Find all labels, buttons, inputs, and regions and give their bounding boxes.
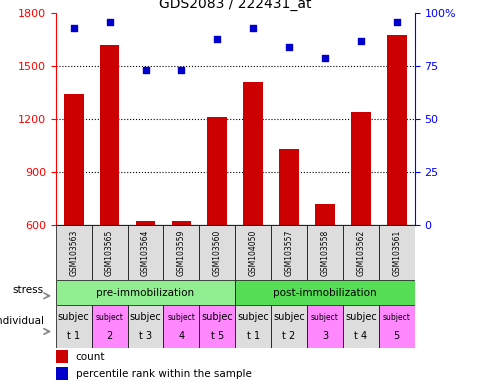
Bar xyxy=(136,221,155,225)
Text: 5: 5 xyxy=(393,331,399,341)
Bar xyxy=(163,305,199,348)
Bar xyxy=(279,149,298,225)
Text: post-immobilization: post-immobilization xyxy=(272,288,376,298)
Bar xyxy=(315,204,334,225)
Title: GDS2083 / 222431_at: GDS2083 / 222431_at xyxy=(159,0,311,11)
Bar xyxy=(171,221,191,225)
Text: subjec: subjec xyxy=(272,312,304,322)
Bar xyxy=(243,82,262,225)
Text: subjec: subjec xyxy=(129,312,161,322)
Bar xyxy=(306,305,342,348)
Text: percentile rank within the sample: percentile rank within the sample xyxy=(76,369,251,379)
Point xyxy=(392,19,400,25)
Bar xyxy=(342,225,378,280)
Text: GSM103558: GSM103558 xyxy=(320,229,329,276)
Point xyxy=(285,44,292,50)
Text: GSM103565: GSM103565 xyxy=(105,229,114,276)
Bar xyxy=(56,305,91,348)
Text: GSM103564: GSM103564 xyxy=(141,229,150,276)
Point xyxy=(356,38,364,44)
Text: subject: subject xyxy=(382,313,410,322)
Text: subjec: subjec xyxy=(344,312,376,322)
Text: GSM103560: GSM103560 xyxy=(212,229,221,276)
Text: GSM103562: GSM103562 xyxy=(356,229,364,276)
Bar xyxy=(127,225,163,280)
Bar xyxy=(271,225,306,280)
Bar xyxy=(378,225,414,280)
Point xyxy=(70,25,77,31)
Bar xyxy=(378,305,414,348)
Bar xyxy=(91,305,127,348)
Bar xyxy=(207,117,227,225)
Bar xyxy=(56,350,68,363)
Text: t 1: t 1 xyxy=(67,331,80,341)
Text: 2: 2 xyxy=(106,331,112,341)
Bar xyxy=(56,225,91,280)
Text: t 1: t 1 xyxy=(246,331,259,341)
Bar xyxy=(271,305,306,348)
Text: stress: stress xyxy=(13,285,44,295)
Text: 4: 4 xyxy=(178,331,184,341)
Bar xyxy=(100,45,119,225)
Text: t 5: t 5 xyxy=(210,331,224,341)
Point xyxy=(177,67,185,73)
Text: t 4: t 4 xyxy=(353,331,367,341)
Text: subjec: subjec xyxy=(58,312,90,322)
Bar xyxy=(235,225,271,280)
Text: t 3: t 3 xyxy=(138,331,152,341)
Bar xyxy=(127,305,163,348)
Text: count: count xyxy=(76,351,105,361)
Bar xyxy=(342,305,378,348)
Text: subjec: subjec xyxy=(237,312,269,322)
Text: 3: 3 xyxy=(321,331,327,341)
Text: GSM103557: GSM103557 xyxy=(284,229,293,276)
Bar xyxy=(64,94,83,225)
Point xyxy=(106,19,113,25)
Bar xyxy=(199,305,235,348)
Text: subjec: subjec xyxy=(201,312,233,322)
Text: subject: subject xyxy=(167,313,195,322)
Bar xyxy=(306,225,342,280)
Point xyxy=(213,36,221,42)
Point xyxy=(141,67,149,73)
Text: GSM104050: GSM104050 xyxy=(248,229,257,276)
Text: t 2: t 2 xyxy=(282,331,295,341)
Text: subject: subject xyxy=(310,313,338,322)
Point xyxy=(249,25,257,31)
Bar xyxy=(199,225,235,280)
Text: GSM103561: GSM103561 xyxy=(392,229,400,276)
Bar xyxy=(91,225,127,280)
Text: pre-immobilization: pre-immobilization xyxy=(96,288,194,298)
Text: subject: subject xyxy=(95,313,123,322)
Bar xyxy=(386,35,406,225)
Point xyxy=(320,55,328,61)
Bar xyxy=(163,225,199,280)
Text: individual: individual xyxy=(0,316,44,326)
Text: GSM103563: GSM103563 xyxy=(69,229,78,276)
Bar xyxy=(56,280,235,305)
Bar xyxy=(350,112,370,225)
Bar xyxy=(235,280,414,305)
Text: GSM103559: GSM103559 xyxy=(177,229,185,276)
Bar xyxy=(235,305,271,348)
Bar xyxy=(56,367,68,380)
